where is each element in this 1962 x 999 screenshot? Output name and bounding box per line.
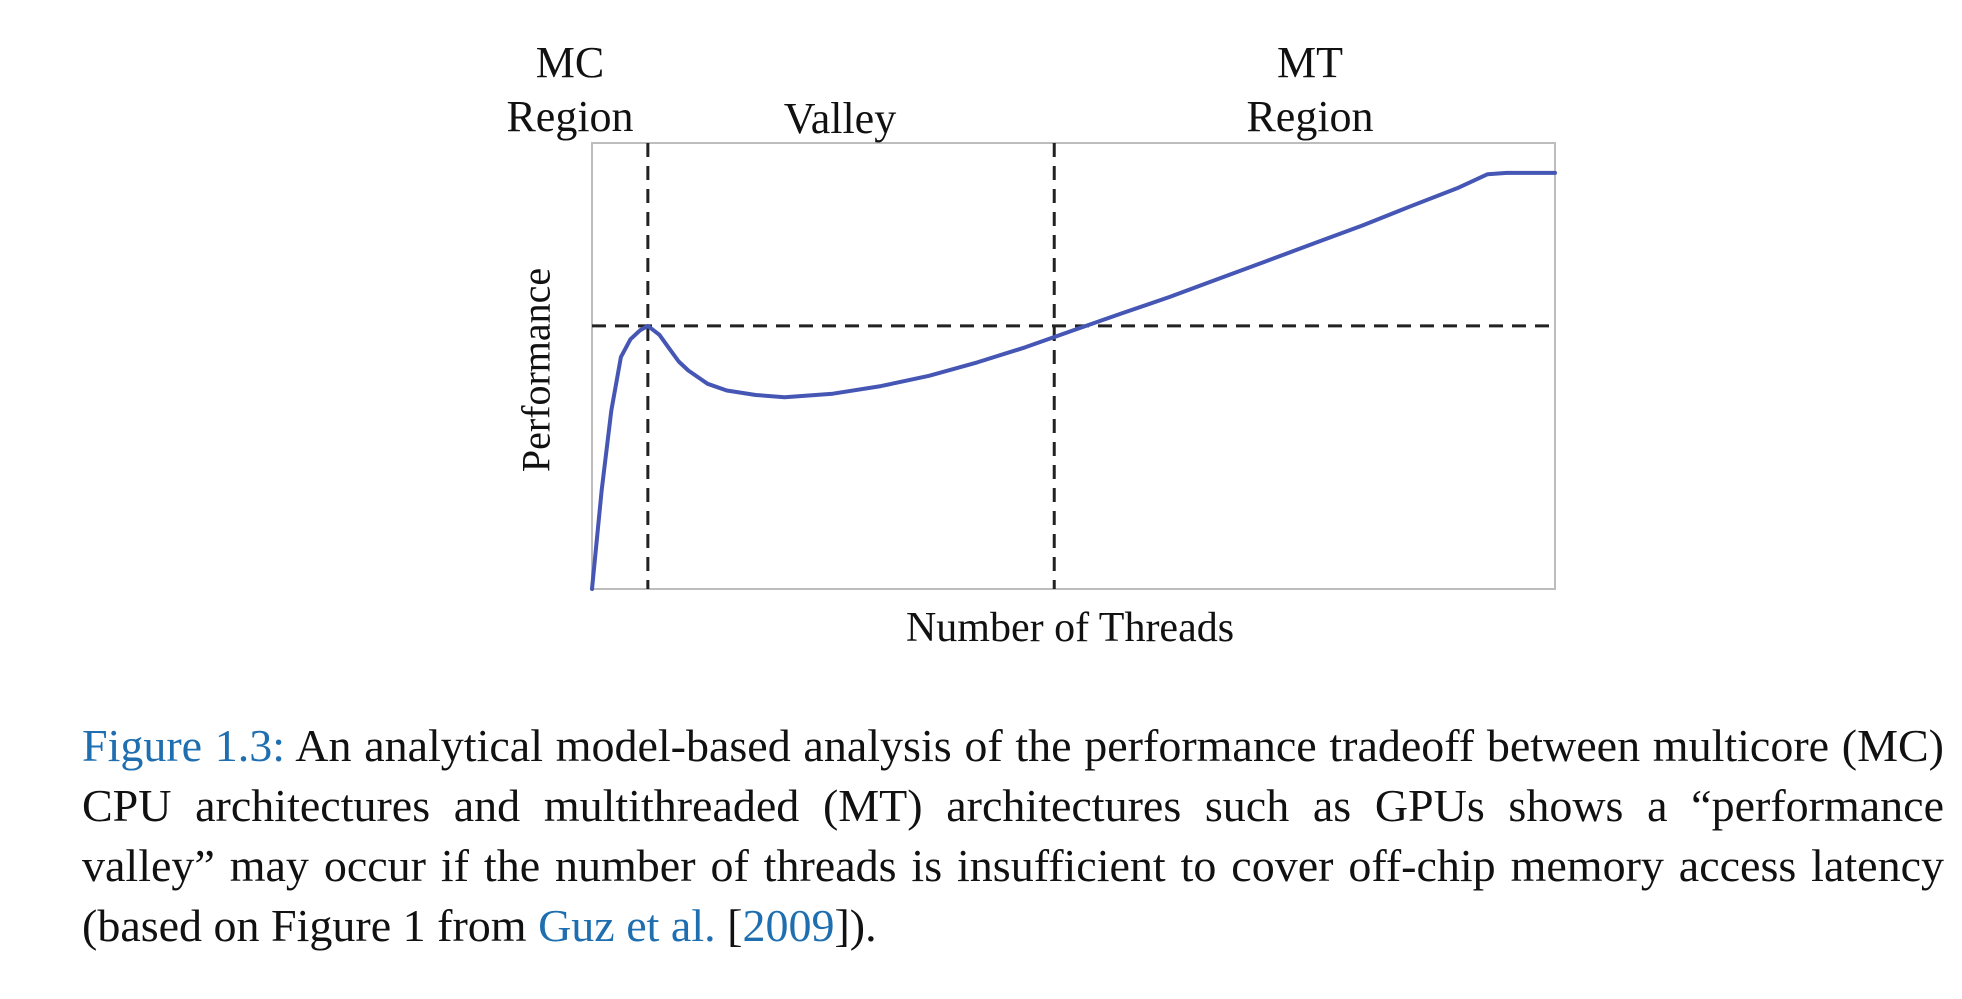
caption-between: [ (715, 900, 743, 951)
citation-year-link[interactable]: 2009 (742, 900, 835, 951)
caption-text: An analytical model-based analysis of th… (82, 720, 1944, 951)
figure-caption: Figure 1.3: An analytical model-based an… (82, 716, 1944, 956)
region-label-mt: MT Region (1190, 36, 1430, 144)
x-axis-label: Number of Threads (905, 605, 1235, 651)
region-label-valley-line1: Valley (783, 94, 897, 143)
series-line (590, 170, 1557, 591)
citation-link[interactable]: Guz et al. (538, 900, 716, 951)
region-label-mt-line1: MT (1277, 38, 1343, 87)
region-label-mc: MC Region (470, 36, 670, 144)
figure: MC Region Valley MT Region Performance N… (470, 36, 1557, 651)
caption-label: Figure 1.3: (82, 720, 286, 771)
region-label-valley: Valley (740, 92, 940, 146)
region-label-mc-line1: MC (535, 38, 605, 87)
caption-end: ]). (834, 900, 877, 951)
plot-frame (591, 142, 1556, 590)
y-axis-label: Performance (513, 267, 559, 473)
region-label-mt-line2: Region (1246, 92, 1374, 141)
region-label-mc-line2: Region (506, 92, 634, 141)
reference-lines (592, 143, 1555, 589)
plot-area (590, 142, 1557, 591)
